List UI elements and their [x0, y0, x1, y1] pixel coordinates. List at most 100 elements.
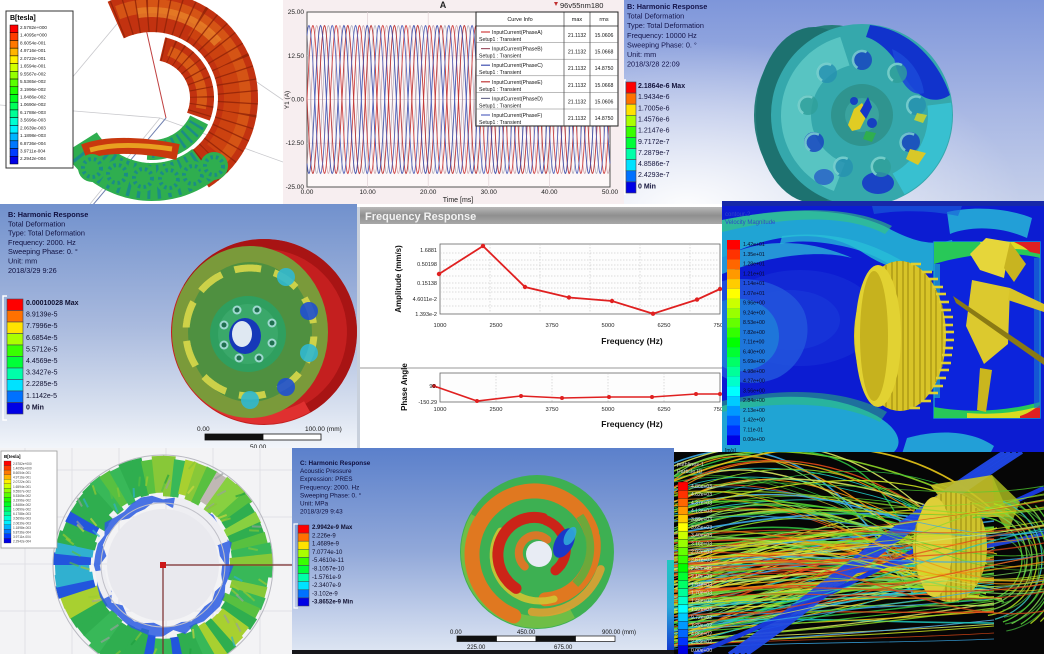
- svg-text:7.82e+00: 7.82e+00: [743, 330, 765, 336]
- svg-text:Total Deformation: Total Deformation: [627, 12, 684, 21]
- svg-text:-12.50: -12.50: [286, 140, 305, 147]
- svg-text:5.5365e-002: 5.5365e-002: [20, 79, 46, 84]
- svg-text:A: A: [440, 0, 447, 10]
- svg-text:Acoustic Pressure: Acoustic Pressure: [300, 468, 352, 475]
- svg-text:InputCurrent(PhaseD): InputCurrent(PhaseD): [492, 96, 543, 102]
- svg-text:Unit: mm: Unit: mm: [627, 50, 656, 59]
- svg-text:0 Min: 0 Min: [638, 183, 656, 190]
- svg-text:1.46e+03: 1.46e+03: [691, 599, 712, 605]
- svg-text:6250: 6250: [658, 323, 671, 329]
- svg-text:Setup1 : Transient: Setup1 : Transient: [479, 120, 522, 126]
- svg-text:1.94e+03: 1.94e+03: [691, 582, 712, 588]
- svg-text:1.35e+01: 1.35e+01: [743, 252, 765, 258]
- svg-text:Frequency: 10000 Hz: Frequency: 10000 Hz: [627, 31, 697, 40]
- svg-text:4.6011e-2: 4.6011e-2: [413, 297, 437, 303]
- svg-text:2.19e+03: 2.19e+03: [691, 574, 712, 580]
- svg-text:450.00: 450.00: [517, 630, 536, 636]
- svg-text:2018/3/28 22:09: 2018/3/28 22:09: [627, 60, 680, 69]
- svg-text:1.1898e-003: 1.1898e-003: [20, 133, 46, 138]
- svg-text:3.56e+00: 3.56e+00: [743, 388, 765, 394]
- svg-text:2.2942e-004: 2.2942e-004: [20, 156, 46, 161]
- svg-text:8.53e+00: 8.53e+00: [743, 320, 765, 326]
- svg-text:15.0668: 15.0668: [595, 83, 614, 89]
- svg-text:1.0690e-002: 1.0690e-002: [20, 102, 46, 107]
- svg-text:20.00: 20.00: [420, 189, 437, 196]
- svg-text:3.1996e-002: 3.1996e-002: [13, 499, 31, 503]
- svg-text:B: Harmonic Response: B: Harmonic Response: [627, 2, 707, 11]
- svg-text:Type: Total Deformation: Type: Total Deformation: [8, 229, 85, 238]
- svg-text:10.00: 10.00: [359, 189, 376, 196]
- svg-text:Phase Angle: Phase Angle: [400, 363, 409, 411]
- svg-text:21.1132: 21.1132: [568, 50, 586, 56]
- svg-text:12.50: 12.50: [288, 53, 305, 60]
- svg-text:7500: 7500: [714, 323, 722, 329]
- svg-text:100.00 (mm): 100.00 (mm): [305, 426, 342, 433]
- svg-text:-3.102e-9: -3.102e-9: [312, 591, 338, 597]
- svg-text:2.4293e-7: 2.4293e-7: [638, 172, 670, 179]
- svg-text:max: max: [572, 17, 583, 23]
- svg-text:-2.3407e-9: -2.3407e-9: [312, 583, 342, 589]
- svg-text:3.65e+03: 3.65e+03: [691, 525, 712, 531]
- svg-text:50.00: 50.00: [602, 189, 619, 196]
- svg-text:1000: 1000: [434, 323, 447, 329]
- svg-text:14.8750: 14.8750: [595, 116, 614, 122]
- svg-text:2018/3/29 9:26: 2018/3/29 9:26: [8, 266, 57, 275]
- svg-text:1.4095e+000: 1.4095e+000: [13, 467, 32, 471]
- svg-text:0 Min: 0 Min: [26, 404, 44, 411]
- svg-text:3750: 3750: [546, 323, 559, 329]
- svg-text:1.6881: 1.6881: [420, 248, 437, 254]
- svg-text:[m/s]: [m/s]: [725, 448, 736, 454]
- svg-text:Type: Total Deformation: Type: Total Deformation: [627, 21, 704, 30]
- svg-text:1.42e+00: 1.42e+00: [743, 418, 765, 424]
- svg-text:675.00: 675.00: [554, 645, 573, 651]
- svg-text:Particle ID: Particle ID: [677, 469, 702, 475]
- svg-text:1.4576e-6: 1.4576e-6: [638, 117, 670, 124]
- svg-text:Frequency: 2000. Hz: Frequency: 2000. Hz: [300, 484, 359, 491]
- svg-text:4.9716e-001: 4.9716e-001: [20, 48, 46, 53]
- svg-text:3.5696e-003: 3.5696e-003: [20, 118, 46, 123]
- svg-text:rms: rms: [599, 17, 608, 23]
- svg-text:2500: 2500: [490, 407, 503, 413]
- svg-text:-8.1057e-10: -8.1057e-10: [312, 567, 345, 573]
- svg-text:6.6854e-5: 6.6854e-5: [26, 335, 58, 342]
- svg-text:0.00e+00: 0.00e+00: [743, 437, 765, 443]
- svg-text:0.00: 0.00: [450, 630, 462, 636]
- svg-text:1.14e+01: 1.14e+01: [743, 281, 765, 287]
- svg-text:90.: 90.: [429, 384, 437, 390]
- svg-text:0.50198: 0.50198: [417, 262, 437, 268]
- svg-text:6.8736e-004: 6.8736e-004: [20, 141, 46, 146]
- svg-text:1.42e+01: 1.42e+01: [743, 242, 765, 248]
- svg-text:1.70e+03: 1.70e+03: [691, 591, 712, 597]
- svg-text:2.9942e-9 Max: 2.9942e-9 Max: [312, 525, 353, 531]
- svg-text:5.5365e-002: 5.5365e-002: [13, 494, 31, 498]
- svg-text:Curve Info: Curve Info: [507, 17, 532, 23]
- svg-text:InputCurrent(PhaseA): InputCurrent(PhaseA): [492, 30, 543, 36]
- svg-text:7.29e+02: 7.29e+02: [691, 623, 712, 629]
- svg-text:3.16e+03: 3.16e+03: [691, 541, 712, 547]
- svg-text:3750: 3750: [546, 407, 559, 413]
- svg-text:0.00: 0.00: [197, 426, 210, 433]
- svg-text:2.43e+02: 2.43e+02: [691, 640, 712, 646]
- svg-text:1.22e+03: 1.22e+03: [691, 607, 712, 613]
- svg-text:21.1132: 21.1132: [568, 116, 586, 122]
- svg-text:6.40e+00: 6.40e+00: [743, 349, 765, 355]
- svg-text:900.00 (mm): 900.00 (mm): [602, 630, 636, 636]
- svg-text:1.07e+01: 1.07e+01: [743, 291, 765, 297]
- svg-text:2.92e+03: 2.92e+03: [691, 550, 712, 556]
- svg-text:2.43e+03: 2.43e+03: [691, 566, 712, 572]
- svg-text:15.0668: 15.0668: [595, 50, 614, 56]
- svg-text:0.15138: 0.15138: [417, 281, 437, 287]
- svg-text:Setup1 : Transient: Setup1 : Transient: [479, 54, 522, 60]
- svg-text:4.37e+03: 4.37e+03: [691, 500, 712, 506]
- svg-text:14.8750: 14.8750: [595, 66, 614, 72]
- svg-text:21.1132: 21.1132: [568, 99, 586, 105]
- svg-text:-1.5761e-9: -1.5761e-9: [312, 575, 342, 581]
- svg-text:Setup1 : Transient: Setup1 : Transient: [479, 87, 522, 93]
- svg-text:4.98e+00: 4.98e+00: [743, 369, 765, 375]
- svg-text:Setup1 : Transient: Setup1 : Transient: [479, 70, 522, 76]
- svg-text:1.8486e-002: 1.8486e-002: [13, 503, 31, 507]
- svg-text:6250: 6250: [658, 407, 671, 413]
- svg-text:0.00: 0.00: [291, 97, 304, 104]
- svg-text:1.4689e-9: 1.4689e-9: [312, 542, 340, 548]
- svg-text:9.72e+02: 9.72e+02: [691, 615, 712, 621]
